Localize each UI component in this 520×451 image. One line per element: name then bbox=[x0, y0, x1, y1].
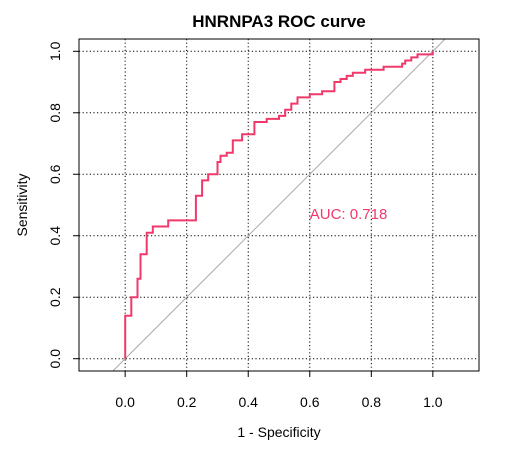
x-axis: 0.0 0.2 0.4 0.6 0.8 1.0 bbox=[115, 371, 442, 410]
y-tick-label-3: 0.6 bbox=[47, 164, 63, 184]
y-tick-label-1: 0.2 bbox=[47, 287, 63, 307]
x-tick-label-3: 0.6 bbox=[300, 394, 320, 410]
y-axis-label: Sensitivity bbox=[14, 173, 30, 236]
reference-diagonal-line bbox=[113, 39, 445, 371]
x-tick-label-4: 0.8 bbox=[362, 394, 382, 410]
y-tick-label-4: 0.8 bbox=[47, 103, 63, 123]
y-axis: 0.0 0.2 0.4 0.6 0.8 1.0 bbox=[47, 41, 79, 368]
x-tick-label-5: 1.0 bbox=[423, 394, 443, 410]
x-tick-label-0: 0.0 bbox=[115, 394, 135, 410]
auc-annotation: AUC: 0.718 bbox=[310, 206, 388, 223]
x-tick-label-1: 0.2 bbox=[177, 394, 197, 410]
chart-title: HNRNPA3 ROC curve bbox=[192, 12, 366, 31]
y-tick-label-0: 0.0 bbox=[47, 349, 63, 369]
x-tick-label-2: 0.4 bbox=[238, 394, 258, 410]
x-axis-label: 1 - Specificity bbox=[237, 424, 320, 440]
y-tick-label-2: 0.4 bbox=[47, 226, 63, 246]
y-tick-label-5: 1.0 bbox=[47, 41, 63, 61]
